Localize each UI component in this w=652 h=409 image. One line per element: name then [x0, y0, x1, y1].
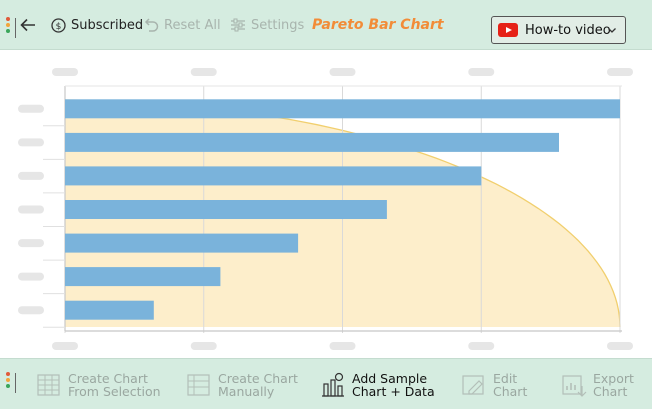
- back-arrow-icon[interactable]: [20, 0, 41, 50]
- create-manual-line2: Manually: [218, 383, 275, 399]
- sample-chart-icon: [322, 372, 344, 397]
- create-chart-manually-button[interactable]: Create Chart Manually: [186, 359, 298, 409]
- x-tick-label-bottom-placeholder-1: [190, 342, 217, 350]
- manual-table-icon: [187, 373, 210, 396]
- edit-chart-button[interactable]: Edit Chart: [461, 359, 527, 409]
- menu-dots-icon[interactable]: [5, 372, 11, 390]
- y-tick-label-placeholder-2: [18, 171, 44, 180]
- bar-2: [65, 166, 482, 186]
- y-tick-label-placeholder-4: [18, 239, 44, 248]
- x-tick-label-bottom-placeholder-0: [52, 342, 78, 350]
- create-manual-line1: Create Chart: [218, 370, 298, 386]
- edit-chart-icon: [462, 374, 484, 395]
- bar-5: [65, 267, 221, 287]
- settings-label: Settings: [251, 17, 305, 33]
- undo-icon: [144, 18, 159, 32]
- y-tick-label-placeholder-6: [18, 306, 44, 315]
- bar-6: [65, 300, 154, 320]
- y-tick-label-placeholder-0: [18, 104, 44, 113]
- bar-1: [65, 132, 559, 152]
- edit-chart-line1: Edit: [493, 370, 518, 386]
- bar-4: [65, 233, 299, 253]
- add-sample-chart-button[interactable]: Add Sample Chart + Data: [320, 359, 435, 409]
- how-to-video-button[interactable]: How-to video: [491, 16, 626, 44]
- x-tick-label-top-placeholder-0: [52, 68, 78, 76]
- add-sample-line2: Chart + Data: [352, 383, 435, 399]
- export-chart-line1: Export: [593, 370, 634, 386]
- top-toolbar: $ Subscribed Reset All Settings Pareto B…: [0, 0, 652, 50]
- y-tick-label-placeholder-5: [18, 272, 44, 281]
- x-tick-label-top-placeholder-3: [468, 68, 495, 76]
- chart-title: Pareto Bar Chart: [312, 17, 444, 33]
- subscribed-button[interactable]: $ Subscribed: [51, 0, 143, 50]
- x-tick-label-top-placeholder-1: [190, 68, 217, 76]
- youtube-icon: [498, 23, 518, 37]
- x-tick-label-top-placeholder-2: [329, 68, 356, 76]
- table-grid-icon: [37, 373, 60, 396]
- x-tick-label-bottom-placeholder-2: [329, 342, 356, 350]
- x-tick-label-bottom-placeholder-3: [468, 342, 495, 350]
- bar-3: [65, 200, 387, 219]
- x-tick-label-bottom-placeholder-4: [607, 342, 633, 350]
- svg-text:$: $: [56, 22, 62, 32]
- pareto-bar-chart: [18, 68, 633, 350]
- divider: [15, 373, 16, 393]
- sliders-icon: [231, 18, 245, 32]
- subscribed-label: Subscribed: [71, 17, 144, 33]
- x-tick-label-top-placeholder-4: [607, 68, 633, 76]
- menu-dots-icon[interactable]: [5, 17, 11, 35]
- export-chart-icon: [562, 374, 587, 397]
- settings-button[interactable]: Settings: [230, 0, 304, 50]
- y-tick-label-placeholder-1: [18, 138, 44, 147]
- export-chart-button[interactable]: Export Chart: [561, 359, 634, 409]
- bar-0: [65, 99, 620, 119]
- reset-all-button[interactable]: Reset All: [143, 0, 221, 50]
- add-sample-line1: Add Sample: [352, 370, 428, 386]
- export-chart-line2: Chart: [593, 383, 628, 399]
- create-selection-line1: Create Chart: [68, 370, 148, 386]
- create-chart-from-selection-button[interactable]: Create Chart From Selection: [36, 359, 161, 409]
- how-to-video-label: How-to video: [525, 22, 611, 38]
- reset-all-label: Reset All: [164, 17, 221, 33]
- chevron-down-icon: [608, 28, 616, 33]
- bottom-toolbar: Create Chart From Selection Create Chart M…: [0, 358, 652, 409]
- divider: [15, 18, 16, 38]
- edit-chart-line2: Chart: [493, 383, 528, 399]
- dollar-icon: $: [51, 17, 66, 33]
- create-selection-line2: From Selection: [68, 383, 161, 399]
- y-tick-label-placeholder-3: [18, 205, 44, 214]
